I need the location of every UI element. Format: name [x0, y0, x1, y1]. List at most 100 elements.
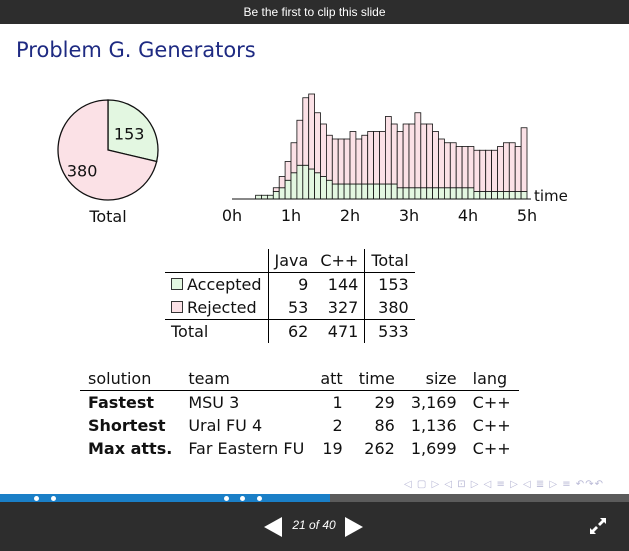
player-controls: 21 of 40 — [0, 502, 629, 551]
slide-title: Problem G. Generators — [16, 38, 256, 62]
beamer-navigation-icons[interactable]: ◁ ▢ ▷ ◁ ⊡ ▷ ◁ ≡ ▷ ◁ ≣ ▷ ≡ ↶↷↶ — [404, 479, 604, 490]
bar-rejected — [514, 146, 522, 192]
clip-banner-text[interactable]: Be the first to clip this slide — [243, 5, 386, 19]
bar-accepted — [308, 168, 316, 200]
summary-header-row: Java C++ Total — [165, 249, 415, 273]
bar-accepted — [438, 187, 445, 200]
solutions-cell: 3,169 — [402, 390, 465, 414]
bar-accepted — [508, 191, 516, 200]
solutions-cell: Ural FU 4 — [188, 416, 263, 435]
bar-accepted — [343, 183, 351, 200]
progress-fill — [0, 494, 331, 502]
bar-accepted — [384, 183, 392, 200]
progress-marker[interactable] — [51, 496, 56, 501]
previous-slide-icon[interactable] — [264, 517, 282, 537]
bar-rejected — [314, 112, 321, 174]
solutions-header: lang — [472, 369, 508, 388]
bar-rejected — [491, 149, 498, 192]
bar-accepted — [426, 187, 434, 200]
solutions-header: att — [320, 369, 343, 388]
bar-rejected — [325, 134, 333, 181]
summary-table: Java C++ Total Accepted 9 144 153 Reject… — [165, 249, 415, 343]
progress-marker[interactable] — [224, 496, 229, 501]
summary-cell: 53 — [267, 296, 315, 320]
histogram-group: time 0h 1h 2h 3h 4h 5h — [222, 93, 568, 224]
x-tick-label: 5h — [517, 206, 537, 224]
bar-rejected — [343, 138, 351, 185]
solutions-header-row: solution team att time size lang — [80, 367, 519, 391]
bar-rejected — [337, 138, 345, 185]
solutions-cell: C++ — [472, 416, 511, 435]
x-tick-label: 1h — [281, 206, 301, 224]
bar-accepted — [355, 183, 363, 200]
solutions-cell: MSU 3 — [180, 390, 313, 414]
bar-accepted — [314, 172, 321, 200]
bar-rejected — [272, 187, 280, 192]
bar-accepted — [349, 183, 357, 200]
accepted-label: Accepted — [187, 275, 262, 294]
bar-accepted — [408, 187, 416, 200]
bar-rejected — [443, 142, 451, 189]
bar-rejected — [373, 131, 380, 185]
bar-accepted — [497, 191, 504, 200]
summary-row-accepted: Accepted 9 144 153 — [165, 272, 415, 296]
bar-accepted — [455, 187, 463, 200]
x-axis-label: time — [534, 187, 568, 205]
fullscreen-icon[interactable] — [588, 516, 608, 536]
next-slide-icon[interactable] — [345, 517, 363, 537]
accepted-legend-swatch — [171, 278, 183, 290]
summary-label-accepted: Accepted — [165, 272, 269, 296]
page-counter: 21 of 40 — [292, 518, 336, 532]
bar-rejected — [449, 142, 457, 189]
slide-canvas: Problem G. Generators 153 380 Total time 0h… — [0, 24, 629, 494]
bar-rejected — [414, 112, 422, 189]
progress-marker[interactable] — [34, 496, 39, 501]
bar-accepted — [414, 187, 422, 200]
bar-accepted — [396, 187, 404, 200]
clip-banner[interactable]: Be the first to clip this slide — [0, 0, 629, 24]
bar-rejected — [308, 93, 316, 170]
bar-rejected — [408, 123, 416, 189]
bar-accepted — [443, 187, 451, 200]
bar-accepted — [296, 164, 304, 200]
bar-accepted — [479, 191, 487, 200]
pie-group: 153 380 Total — [57, 99, 159, 224]
summary-cell: 62 — [267, 319, 315, 343]
solutions-header: time — [358, 369, 395, 388]
bar-accepted — [514, 191, 522, 200]
solutions-cell: 1,699 — [410, 439, 457, 458]
bar-accepted — [261, 194, 268, 200]
progress-marker[interactable] — [240, 496, 245, 501]
bar-accepted — [337, 183, 345, 200]
bar-rejected — [502, 142, 510, 192]
summary-header-cpp: C++ — [320, 251, 359, 270]
bar-rejected — [497, 146, 504, 192]
bar-accepted — [284, 179, 292, 200]
summary-row-total: Total 62 471 533 — [165, 319, 415, 343]
bar-accepted — [520, 191, 528, 200]
bar-rejected — [361, 134, 369, 185]
bar-rejected — [455, 146, 463, 189]
bar-accepted — [361, 183, 369, 200]
bar-accepted — [272, 191, 280, 200]
progress-marker[interactable] — [257, 496, 262, 501]
pie-caption: Total — [88, 207, 126, 224]
progress-bar[interactable] — [0, 494, 629, 502]
bar-accepted — [373, 183, 380, 200]
bar-rejected — [379, 131, 386, 185]
summary-row-rejected: Rejected 53 327 380 — [165, 296, 415, 320]
solutions-header: size — [425, 369, 457, 388]
solutions-cell: C++ — [472, 439, 511, 458]
rejected-label: Rejected — [187, 298, 257, 317]
bar-rejected — [426, 123, 434, 189]
summary-header-java: Java — [267, 249, 315, 273]
bar-accepted — [491, 191, 498, 200]
summary-cell: 9 — [267, 272, 315, 296]
bar-accepted — [266, 194, 274, 200]
solutions-row-max-atts: Max atts. Far Eastern FU 19 262 1,699 C+… — [80, 437, 519, 460]
bar-accepted — [420, 187, 428, 200]
summary-label-total: Total — [165, 319, 269, 343]
summary-cell: 533 — [364, 319, 415, 343]
solutions-cell: 19 — [322, 439, 343, 458]
pie-chart: 153 380 Total time 0h 1h 2h 3h 4h 5h — [57, 93, 568, 224]
